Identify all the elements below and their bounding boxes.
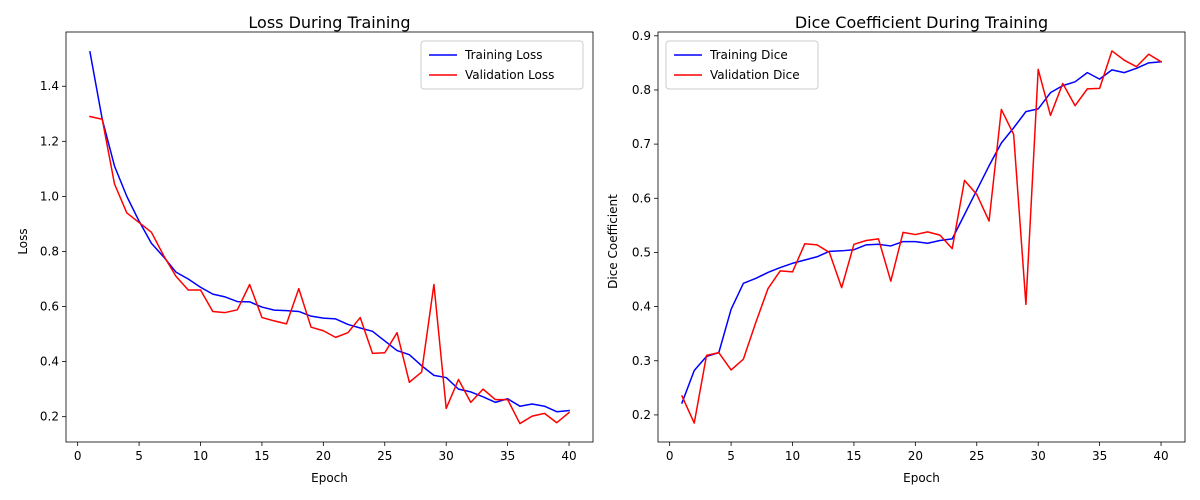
loss-chart-ytick-label: 0.2 bbox=[40, 410, 59, 424]
dice-chart-xtick-label: 5 bbox=[727, 449, 735, 463]
loss-chart-xlabel: Epoch bbox=[311, 471, 348, 485]
dice-chart-ytick-label: 0.6 bbox=[632, 191, 651, 205]
dice-chart-legend-training-dice-label: Training Dice bbox=[709, 48, 788, 62]
dice-chart-ticks: 0 5 10 15 20 25 30 35 40 0.2 0.3 0.4 0.5 0.6 0.7 0.8 0.9 bbox=[632, 29, 1169, 463]
dice-chart-ytick-label: 0.3 bbox=[632, 354, 651, 368]
loss-chart-title: Loss During Training bbox=[248, 13, 410, 32]
loss-chart-xtick-label: 15 bbox=[254, 449, 269, 463]
loss-chart-ytick-label: 1.4 bbox=[40, 79, 59, 93]
loss-chart-ytick-label: 1.0 bbox=[40, 189, 59, 203]
dice-chart-ytick-label: 0.9 bbox=[632, 29, 651, 43]
dice-chart-xtick-label: 20 bbox=[908, 449, 923, 463]
loss-chart-ticks: 0 5 10 15 20 25 30 35 40 0.2 0.4 0.6 0.8 1.0 1.2 1.4 bbox=[40, 79, 577, 463]
dice-chart-xtick-label: 15 bbox=[846, 449, 861, 463]
loss-chart-xtick-label: 35 bbox=[500, 449, 515, 463]
dice-chart-xtick-label: 25 bbox=[969, 449, 984, 463]
loss-chart-validation-loss-line bbox=[89, 115, 571, 425]
dice-chart-xtick-label: 30 bbox=[1031, 449, 1046, 463]
dice-chart-ytick-label: 0.5 bbox=[632, 245, 651, 259]
dice-chart-xtick-label: 40 bbox=[1153, 449, 1168, 463]
dice-chart-ytick-label: 0.8 bbox=[632, 83, 651, 97]
loss-chart-xtick-label: 20 bbox=[316, 449, 331, 463]
loss-chart-xtick-label: 30 bbox=[439, 449, 454, 463]
dice-chart-xtick-label: 35 bbox=[1092, 449, 1107, 463]
loss-chart-ytick-label: 1.2 bbox=[40, 134, 59, 148]
loss-chart-ytick-label: 0.4 bbox=[40, 355, 59, 369]
dice-chart-ytick-label: 0.4 bbox=[632, 300, 651, 314]
dice-chart-xtick-label: 0 bbox=[666, 449, 674, 463]
loss-chart-ytick-label: 0.8 bbox=[40, 244, 59, 258]
dice-chart-legend-validation-dice-label: Validation Dice bbox=[710, 68, 800, 82]
dice-chart-xlabel: Epoch bbox=[903, 471, 940, 485]
loss-chart-xtick-label: 40 bbox=[561, 449, 576, 463]
loss-chart-legend: Training Loss Validation Loss bbox=[420, 40, 584, 90]
dice-chart-ylabel: Dice Coefficient bbox=[606, 194, 620, 289]
dice-chart-legend: Training Dice Validation Dice bbox=[665, 40, 819, 90]
loss-chart-legend-validation-loss-label: Validation Loss bbox=[465, 68, 554, 82]
loss-chart-xtick-label: 0 bbox=[74, 449, 82, 463]
loss-chart-series bbox=[89, 50, 571, 425]
dice-chart-frame bbox=[657, 31, 1186, 443]
dice-chart-series bbox=[680, 50, 1163, 424]
dice-chart-xtick-label: 10 bbox=[785, 449, 800, 463]
loss-chart-xtick-label: 25 bbox=[377, 449, 392, 463]
loss-chart-legend-training-loss-label: Training Loss bbox=[464, 48, 542, 62]
dice-chart-validation-dice-line bbox=[680, 50, 1163, 424]
loss-chart-xtick-label: 5 bbox=[135, 449, 143, 463]
dice-chart-ytick-label: 0.7 bbox=[632, 137, 651, 151]
loss-chart-ylabel: Loss bbox=[16, 228, 30, 254]
loss-chart: Loss During Training Epoch Loss 0 5 10 15 20… bbox=[16, 13, 594, 485]
dice-chart-ytick-label: 0.2 bbox=[632, 408, 651, 422]
loss-chart-ytick-label: 0.6 bbox=[40, 300, 59, 314]
dice-chart: Dice Coefficient During Training Epoch D… bbox=[606, 13, 1186, 485]
dice-chart-training-dice-line bbox=[680, 60, 1162, 404]
dice-chart-title: Dice Coefficient During Training bbox=[795, 13, 1048, 32]
loss-chart-frame bbox=[65, 31, 594, 443]
loss-chart-legend-box bbox=[420, 40, 584, 90]
dice-chart-legend-box bbox=[665, 40, 819, 90]
loss-chart-xtick-label: 10 bbox=[193, 449, 208, 463]
